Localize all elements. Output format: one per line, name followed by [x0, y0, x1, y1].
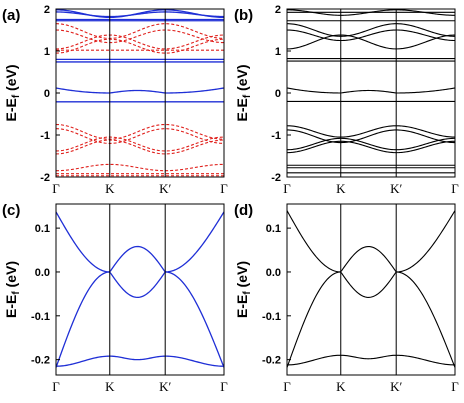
y-tick-label: 0.1: [266, 223, 281, 235]
band-line-8: [287, 87, 455, 94]
y-tick-label: -0.1: [31, 311, 50, 323]
panel-c: -0.2 -0.1 0.0 0.1 Γ K K′ Γ (c) E-Ef (eV): [2, 202, 228, 394]
x-tick-label: K′: [159, 181, 171, 196]
x-tick-label: K: [336, 379, 346, 394]
plot-frame: [55, 203, 225, 376]
band-line-9: [56, 29, 224, 44]
y-tick-label: -1: [40, 130, 50, 142]
band-line-10: [56, 34, 224, 50]
plot-frame: [286, 203, 456, 376]
x-tick-label: Γ: [283, 181, 291, 196]
band-line-0: [56, 211, 224, 273]
y-tick-label: 0: [44, 88, 50, 100]
panel-label: (b): [234, 7, 253, 24]
panel-b: -2 -1 0 1 2 Γ K K′ Γ (b) E-Ef (eV): [234, 4, 459, 196]
band-line-2: [287, 23, 455, 37]
y-tick-label: -0.1: [262, 311, 281, 323]
band-line-14: [56, 128, 224, 144]
band-line-1: [287, 271, 455, 368]
x-tick-label: Γ: [220, 379, 228, 394]
plot-frame: [55, 8, 225, 178]
x-tick-label: K′: [390, 379, 402, 394]
x-tick-label: Γ: [52, 379, 60, 394]
x-tick-label: K′: [390, 181, 402, 196]
x-tick-label: K: [105, 379, 115, 394]
y-tick-label: -2: [40, 172, 50, 184]
band-line-12: [287, 137, 455, 151]
band-line-11: [287, 129, 455, 144]
band-line-2: [287, 354, 455, 366]
bands: [287, 210, 455, 368]
x-tick-label: K: [336, 181, 346, 196]
panel-d: -0.2 -0.1 0.0 0.1 Γ K K′ Γ (d) E-Ef (eV): [234, 202, 459, 394]
y-tick-label: 0.0: [266, 267, 281, 279]
panel-label: (c): [2, 202, 20, 219]
y-tick-label: -0.2: [31, 355, 50, 367]
band-line-17: [56, 163, 224, 172]
y-tick-label: -1: [271, 130, 281, 142]
band-line-3: [56, 11, 224, 18]
bands: [56, 211, 224, 368]
x-tick-label: Γ: [52, 181, 60, 196]
band-line-0: [287, 210, 455, 273]
y-axis-title: E-Ef (eV): [3, 64, 22, 121]
band-line-13: [56, 123, 224, 140]
band-line-6: [56, 87, 224, 94]
x-tick-label: Γ: [451, 181, 459, 196]
y-tick-label: 1: [275, 46, 281, 58]
x-tick-label: Γ: [283, 379, 291, 394]
band-line-11: [56, 38, 224, 54]
band-line-13: [287, 140, 455, 154]
y-tick-label: 2: [275, 4, 281, 16]
y-axis-title: E-Ef (eV): [234, 261, 253, 318]
x-tick-label: K′: [159, 379, 171, 394]
panel-a: -2 -1 0 1 2 Γ K K′ Γ (a) E-Ef (eV): [2, 4, 228, 196]
y-tick-label: 0: [275, 88, 281, 100]
band-line-3: [287, 29, 455, 42]
y-tick-label: 1: [44, 46, 50, 58]
band-line-4: [287, 34, 455, 50]
y-tick-label: -2: [271, 172, 281, 184]
bands: [56, 9, 224, 177]
band-line-2: [56, 355, 224, 367]
panel-label: (a): [2, 7, 20, 24]
x-tick-label: K: [105, 181, 115, 196]
band-line-16: [56, 139, 224, 155]
band-line-1: [287, 9, 455, 16]
y-tick-label: 2: [44, 4, 50, 16]
y-tick-label: 0.0: [35, 267, 50, 279]
y-axis-title: E-Ef (eV): [234, 64, 253, 121]
y-tick-label: 0.1: [35, 223, 50, 235]
x-tick-label: Γ: [220, 181, 228, 196]
y-axis-title: E-Ef (eV): [3, 261, 22, 318]
panel-label: (d): [234, 202, 253, 219]
band-line-15: [56, 136, 224, 152]
y-tick-label: -0.2: [262, 355, 281, 367]
band-line-10: [287, 125, 455, 138]
band-line-8: [56, 23, 224, 39]
x-tick-label: Γ: [451, 379, 459, 394]
bands: [287, 9, 455, 174]
band-line-1: [56, 271, 224, 368]
